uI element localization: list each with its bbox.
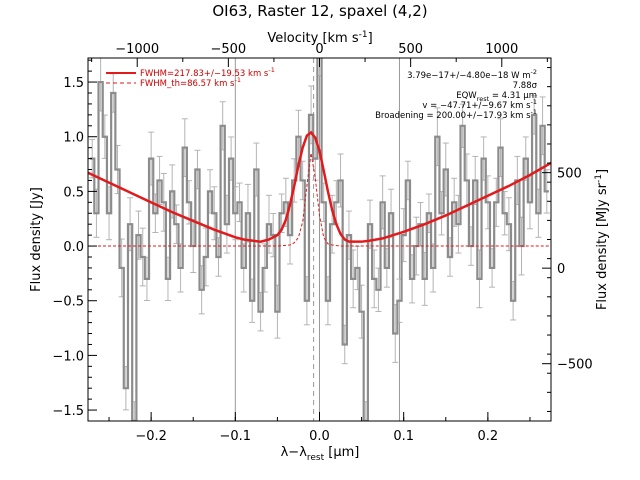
- fit-thermal-line: [88, 153, 551, 247]
- annotation-text: v = −47.71+/−9.67 km s-1: [422, 98, 537, 111]
- x-axis-label: λ−λrest [μm]: [281, 445, 360, 463]
- x-tick-label: 0.1: [393, 429, 414, 444]
- legend-label: FWHM_th=86.57 km s-1: [140, 76, 241, 89]
- x-tick-label: −0.1: [220, 429, 252, 444]
- top-tick-label: 500: [398, 42, 423, 57]
- y-tick-label: 0.5: [63, 185, 84, 200]
- y-tick-label: 1.5: [63, 76, 84, 91]
- top-tick-label: −500: [210, 42, 246, 57]
- plot-content: [88, 58, 551, 421]
- right-y-tick-label: −500: [557, 358, 593, 373]
- x-tick-label: 0.0: [309, 429, 330, 444]
- right-y-axis-label: Flux density [MJy sr-1]: [594, 169, 610, 310]
- y-tick-label: −1.5: [52, 404, 84, 419]
- y-tick-label: 1.0: [63, 131, 84, 146]
- top-axis-label: Velocity [km s-1]: [267, 30, 372, 46]
- y-tick-label: −1.0: [52, 349, 84, 364]
- top-tick-label: 0: [315, 42, 323, 57]
- top-tick-label: 1000: [485, 42, 518, 57]
- fit-total-line: [88, 130, 551, 243]
- annotation-text: Broadening = 200.00+/−17.93 km s-1: [375, 108, 537, 121]
- annotation-text: 7.88σ: [513, 81, 538, 91]
- plot-area: −0.2 −0.1 0.0 0.1 0.2 −1000 −500 0 500 1000 −1.5 −1…: [52, 42, 593, 444]
- y-tick-label: −0.5: [52, 295, 84, 310]
- annotation-text: 3.79e−17+/−4.80e−18 W m-2: [407, 68, 537, 81]
- top-tick-label: −1000: [115, 42, 159, 57]
- y-tick-label: 0.0: [63, 240, 84, 255]
- x-tick-label: −0.2: [135, 429, 167, 444]
- annotation-text: EQWrest = 4.31 μm: [456, 91, 537, 103]
- y-axis-label: Flux density [Jy]: [29, 187, 44, 292]
- legend-label: FWHM=217.83+/−19.53 km s-1: [140, 66, 275, 79]
- x-tick-label: 0.2: [478, 429, 499, 444]
- right-y-tick-label: 500: [557, 167, 582, 182]
- chart-title: OI63, Raster 12, spaxel (4,2): [212, 2, 427, 20]
- right-y-tick-label: 0: [557, 262, 565, 277]
